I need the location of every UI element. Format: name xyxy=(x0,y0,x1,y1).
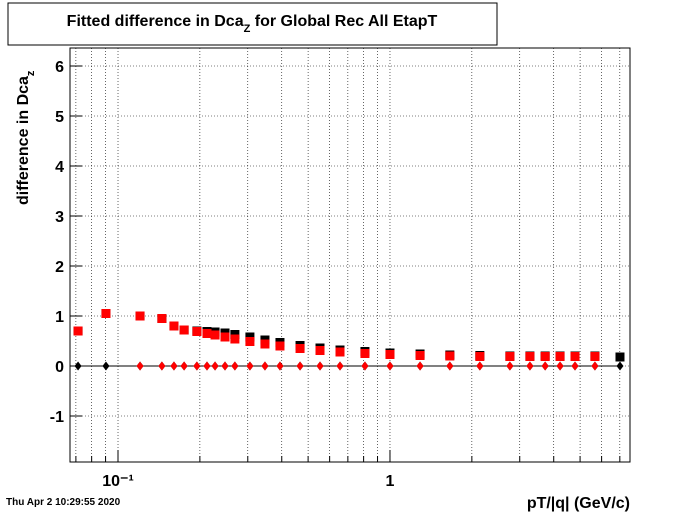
square-marker xyxy=(315,346,325,355)
square-marker xyxy=(230,334,240,344)
square-marker xyxy=(157,314,167,323)
y-tick-label: 5 xyxy=(55,109,64,126)
square-marker xyxy=(169,321,179,331)
square-marker xyxy=(415,351,425,360)
chart-title: Fitted difference in DcaZ for Global Rec… xyxy=(67,13,438,35)
square-marker xyxy=(135,311,145,321)
title-box xyxy=(7,2,498,46)
title-part: Fitted difference in Dca xyxy=(67,13,244,30)
y-tick-label: 2 xyxy=(55,259,64,276)
square-marker xyxy=(192,327,202,336)
y-label-part: difference in Dca xyxy=(15,76,32,205)
diamond-marker xyxy=(136,361,144,371)
diamond-marker xyxy=(211,361,219,371)
diamond-marker xyxy=(591,361,599,371)
square-marker xyxy=(475,352,485,361)
diamond-marker xyxy=(180,361,188,371)
square-marker xyxy=(202,329,212,338)
square-marker xyxy=(295,344,305,353)
diamond-marker xyxy=(541,361,549,371)
y-tick-label: 0 xyxy=(55,359,64,376)
square-marker xyxy=(615,352,625,362)
diamond-marker xyxy=(158,361,166,371)
square-marker xyxy=(101,309,111,318)
x-tick-label: 1 xyxy=(386,473,395,490)
diamond-marker xyxy=(336,361,344,371)
diamond-marker xyxy=(361,361,369,371)
diamond-marker xyxy=(246,361,254,371)
square-marker xyxy=(570,352,580,361)
y-axis-label: difference in Dcaz xyxy=(15,70,37,205)
title-part: for Global Rec All EtapT xyxy=(250,13,437,30)
diamond-marker xyxy=(506,361,514,371)
diamond-marker xyxy=(476,361,484,371)
square-marker xyxy=(505,352,515,361)
diamond-marker xyxy=(74,361,82,371)
square-marker xyxy=(245,337,255,346)
diamond-marker xyxy=(526,361,534,371)
square-marker xyxy=(360,349,370,358)
x-tick-label: 10⁻¹ xyxy=(102,473,134,490)
diamond-marker xyxy=(203,361,211,371)
square-marker xyxy=(540,352,550,361)
diamond-marker xyxy=(276,361,284,371)
diamond-marker xyxy=(571,361,579,371)
square-marker xyxy=(210,330,220,340)
diamond-marker xyxy=(221,361,229,371)
square-marker xyxy=(275,341,285,351)
square-marker xyxy=(385,350,395,359)
y-tick-label: 4 xyxy=(55,159,64,176)
y-label-subscript: z xyxy=(25,70,37,76)
y-tick-label: 1 xyxy=(55,309,64,326)
diamond-marker xyxy=(296,361,304,371)
diamond-marker xyxy=(446,361,454,371)
diamond-marker xyxy=(416,361,424,371)
square-marker xyxy=(73,326,83,336)
y-tick-label: 6 xyxy=(55,59,64,76)
plot-frame xyxy=(70,48,630,462)
diamond-marker xyxy=(102,361,110,371)
square-marker xyxy=(220,332,230,342)
square-marker xyxy=(260,339,270,349)
diamond-marker xyxy=(261,361,269,371)
y-tick-label: -1 xyxy=(50,409,64,426)
title-subscript: Z xyxy=(244,23,251,35)
diamond-marker xyxy=(616,361,624,371)
square-marker xyxy=(555,352,565,361)
square-marker xyxy=(179,325,189,335)
diamond-marker xyxy=(231,361,239,371)
square-marker xyxy=(590,352,600,361)
x-axis-label: pT/|q| (GeV/c) xyxy=(527,495,630,512)
y-tick-label: 3 xyxy=(55,209,64,226)
timestamp: Thu Apr 2 10:29:55 2020 xyxy=(6,497,121,508)
diamond-marker xyxy=(193,361,201,371)
square-marker xyxy=(525,352,535,361)
diamond-marker xyxy=(386,361,394,371)
plot-border xyxy=(69,47,631,463)
diamond-marker xyxy=(170,361,178,371)
square-marker xyxy=(335,347,345,357)
square-marker xyxy=(445,351,455,361)
diamond-marker xyxy=(556,361,564,371)
diamond-marker xyxy=(316,361,324,371)
